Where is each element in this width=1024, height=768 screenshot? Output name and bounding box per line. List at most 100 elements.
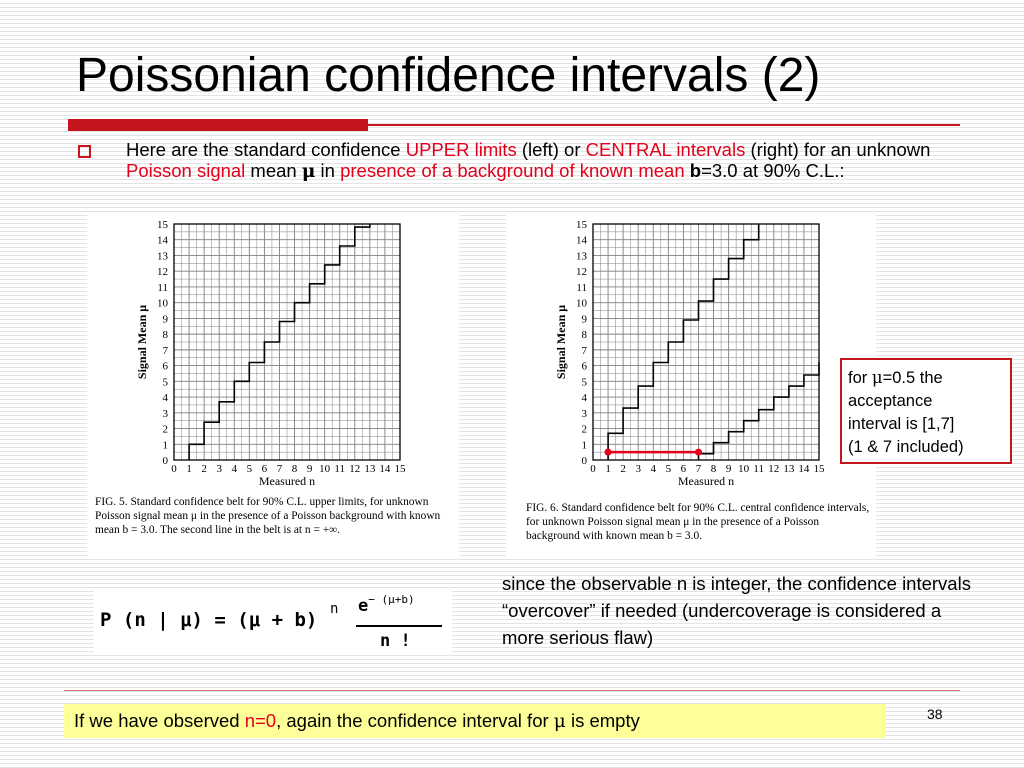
fraction-bar [356, 625, 442, 627]
y-tick-label: 8 [163, 329, 169, 341]
interval-endpoint-dot [604, 448, 612, 456]
y-tick-label: 15 [576, 219, 588, 231]
formula-lhs: P (n | μ) = (μ + b) [100, 609, 318, 631]
x-tick-label: 2 [620, 463, 626, 475]
central-intervals-term: CENTRAL intervals [585, 139, 746, 160]
y-tick-label: 0 [163, 455, 169, 467]
y-axis-label: Signal Mean μ [554, 305, 568, 379]
y-tick-label: 2 [582, 424, 588, 436]
plot-frame [173, 223, 401, 461]
y-axis-label: Signal Mean μ [135, 305, 149, 379]
x-tick-label: 11 [334, 463, 345, 475]
x-tick-label: 7 [696, 463, 702, 475]
plot-frame [592, 223, 820, 461]
title-underline-bar [68, 119, 368, 131]
y-tick-label: 12 [157, 266, 168, 278]
bullet-text-part: mean [245, 160, 302, 181]
x-tick-label: 11 [753, 463, 764, 475]
confidence-belt-line [188, 224, 371, 460]
y-tick-label: 4 [163, 392, 169, 404]
note-text-part: for [848, 369, 872, 387]
x-tick-label: 6 [681, 463, 687, 475]
x-tick-label: 12 [349, 463, 360, 475]
x-tick-label: 4 [232, 463, 238, 475]
y-tick-label: 6 [582, 361, 588, 373]
y-tick-label: 3 [163, 408, 169, 420]
note-line-1: for μ=0.5 the [848, 366, 1004, 390]
x-tick-label: 15 [395, 463, 407, 475]
bullet-text: Here are the standard confidence UPPER l… [126, 139, 956, 182]
x-tick-label: 15 [814, 463, 826, 475]
y-tick-label: 11 [157, 282, 168, 294]
x-tick-label: 5 [247, 463, 253, 475]
figure-6-caption: FIG. 6. Standard confidence belt for 90%… [526, 502, 870, 542]
bullet-text-part: (left) or [516, 139, 586, 160]
x-tick-label: 9 [726, 463, 732, 475]
page-number: 38 [927, 706, 943, 722]
acceptance-note: for μ=0.5 the acceptance interval is [1,… [840, 358, 1012, 464]
x-tick-label: 5 [666, 463, 672, 475]
overcover-explanation: since the observable n is integer, the c… [502, 573, 971, 648]
title-underline [68, 118, 960, 132]
formula-e: e [358, 596, 369, 616]
y-tick-label: 1 [163, 439, 169, 451]
slide-title: Poissonian confidence intervals (2) [76, 49, 821, 102]
x-tick-label: 7 [277, 463, 283, 475]
poisson-signal-term: Poisson signal [126, 160, 246, 181]
x-tick-label: 13 [364, 463, 376, 475]
upper-limits-chart: 0 1 2 3 4 5 6 7 8 9 10 11 12 13 14 15012345678910111213… [135, 219, 407, 488]
x-tick-label: 4 [651, 463, 657, 475]
y-tick-label: 0 [582, 455, 588, 467]
y-tick-label: 3 [582, 408, 588, 420]
x-tick-label: 8 [711, 463, 717, 475]
note-line-2: acceptance [848, 392, 933, 410]
y-tick-label: 6 [163, 361, 169, 373]
x-tick-label: 6 [262, 463, 268, 475]
y-tick-label: 5 [163, 376, 169, 388]
y-tick-label: 7 [163, 345, 169, 357]
y-tick-label: 9 [163, 313, 169, 325]
mu-symbol: μ [553, 711, 566, 732]
callout-text-part: , again the confidence interval for [276, 710, 554, 731]
figure-upper-limits: 0 1 2 3 4 5 6 7 8 9 10 11 12 13 14 15 0 1 2 3 4 5 6 7 8 9 10 11 12 13… [87, 214, 459, 557]
y-tick-label: 13 [157, 250, 169, 262]
empty-interval-callout: If we have observed n=0, again the confi… [64, 704, 886, 738]
n-zero-term: n=0 [244, 710, 277, 731]
x-tick-label: 3 [216, 463, 222, 475]
bullet-text-part: =3.0 at 90% C.L.: [701, 160, 845, 181]
y-tick-label: 10 [157, 298, 169, 310]
central-intervals-chart: 0 1 2 3 4 5 6 7 8 9 10 11 12 13 14 15012345678910111213… [554, 219, 826, 488]
y-tick-label: 4 [582, 392, 588, 404]
note-line-3: interval is [1,7] [848, 415, 955, 433]
mu-symbol: μ [301, 161, 316, 182]
formula-exponential: e− (μ+b) [358, 593, 415, 616]
footer-divider [64, 690, 960, 691]
y-tick-label: 8 [582, 329, 588, 341]
y-tick-label: 11 [576, 282, 587, 294]
x-tick-label: 14 [379, 463, 391, 475]
y-tick-label: 1 [582, 439, 588, 451]
bullet-text-part: Here are the standard confidence [126, 139, 406, 160]
b-symbol: b [689, 160, 702, 181]
x-tick-label: 1 [605, 463, 611, 475]
y-tick-label: 14 [576, 235, 588, 247]
x-tick-label: 2 [201, 463, 207, 475]
y-tick-label: 12 [576, 266, 587, 278]
confidence-belt-line [697, 362, 820, 460]
y-tick-label: 14 [157, 235, 169, 247]
x-tick-label: 8 [292, 463, 298, 475]
callout-text-part: is empty [565, 710, 640, 731]
figure-5-caption: FIG. 5. Standard confidence belt for 90%… [95, 496, 441, 536]
callout-text-part: If we have observed [74, 710, 245, 731]
x-tick-label: 1 [186, 463, 192, 475]
title-underline-line [368, 124, 960, 126]
square-bullet-icon [78, 145, 91, 158]
note-line-4: (1 & 7 included) [848, 438, 964, 456]
y-tick-label: 5 [582, 376, 588, 388]
formula-e-exponent: − (μ+b) [368, 593, 415, 606]
x-tick-label: 10 [738, 463, 750, 475]
x-tick-label: 0 [590, 463, 596, 475]
y-tick-label: 9 [582, 313, 588, 325]
x-tick-label: 10 [319, 463, 331, 475]
figure-central-intervals: 0 1 2 3 4 5 6 7 8 9 10 11 12 13 14 15 0 1 2 3 4 5 6 7 8 9 10 11 12 13… [506, 214, 876, 557]
